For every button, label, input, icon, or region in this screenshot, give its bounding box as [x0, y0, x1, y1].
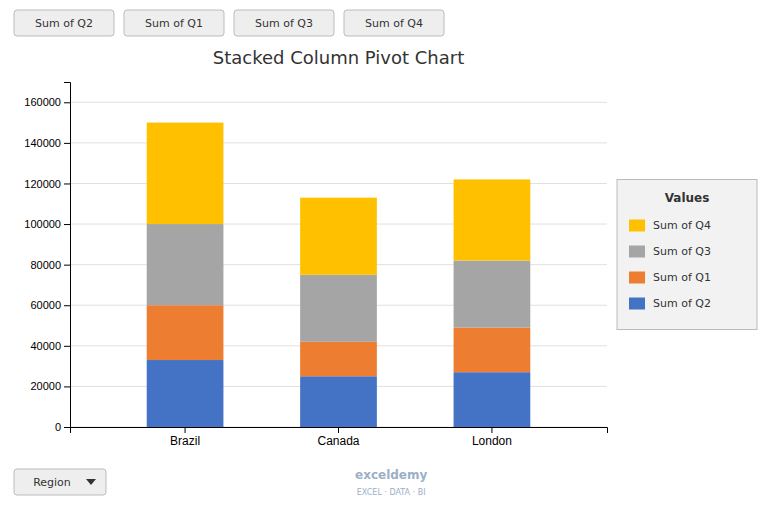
legend-box	[617, 180, 757, 330]
bar-segment	[300, 376, 377, 427]
y-tick-label: 120000	[24, 177, 61, 189]
filter-button[interactable]: Sum of Q4	[344, 10, 444, 36]
dropdown-arrow[interactable]	[86, 479, 96, 485]
filter-button-label[interactable]: Sum of Q3	[255, 17, 313, 30]
legend: Values Sum of Q4 Sum of Q3 Sum of Q1 Sum of …	[617, 180, 757, 330]
filter-button-box[interactable]	[124, 10, 224, 36]
y-tick: 140000	[24, 137, 70, 149]
bar-segment	[147, 224, 224, 305]
bars	[147, 123, 531, 427]
filter-button-label[interactable]: Sum of Q2	[35, 17, 93, 30]
x-tick: Canada	[317, 427, 359, 448]
legend-swatch	[629, 272, 645, 284]
legend-item: Sum of Q2	[629, 297, 711, 310]
filter-button-label[interactable]: Sum of Q4	[365, 17, 423, 30]
grid-line	[70, 102, 607, 103]
filter-button-box[interactable]	[234, 10, 334, 36]
y-tick-label: 160000	[24, 96, 61, 108]
y-tick: 100000	[24, 218, 70, 230]
bar-segment	[300, 275, 377, 342]
y-axis-line	[64, 83, 71, 428]
grid	[70, 102, 607, 427]
chart: Sum of Q2 Sum of Q1 Sum of Q3 Sum of Q4 Stac…	[0, 0, 767, 505]
y-tick-label: 60000	[30, 299, 61, 311]
series	[147, 123, 531, 275]
y-tick: 120000	[24, 177, 70, 189]
x-axis: Brazil Canada London	[71, 427, 608, 448]
legend-label: Sum of Q1	[653, 271, 711, 284]
bar-segment	[454, 372, 531, 427]
legend-item: Sum of Q4	[629, 219, 711, 232]
bar-segment	[300, 342, 377, 377]
title: Stacked Column Pivot Chart	[213, 47, 464, 68]
legend-label: Sum of Q4	[653, 219, 711, 232]
filter-button-box[interactable]	[344, 10, 444, 36]
x-tick-label: Canada	[317, 434, 359, 448]
filter-button[interactable]: Sum of Q3	[234, 10, 334, 36]
legend-label: Sum of Q3	[653, 245, 711, 258]
bar-segment	[147, 360, 224, 427]
region-button-box[interactable]	[14, 469, 106, 495]
legend-swatch	[629, 246, 645, 258]
region-button[interactable]: Region	[14, 469, 106, 495]
legend-title: Values	[665, 191, 710, 205]
y-tick-label: 140000	[24, 137, 61, 149]
y-tick-label: 20000	[30, 380, 61, 392]
filter-button-label[interactable]: Sum of Q1	[145, 17, 203, 30]
bar-segment	[454, 328, 531, 373]
x-tick: London	[472, 427, 512, 448]
filter-buttons: Sum of Q2 Sum of Q1 Sum of Q3 Sum of Q4	[14, 10, 444, 36]
y-tick-label: 0	[55, 421, 61, 433]
y-tick-mark	[64, 386, 70, 387]
bar-segment	[300, 198, 377, 275]
y-tick-mark	[64, 427, 70, 428]
x-tick-mark	[338, 427, 339, 433]
y-tick-label: 40000	[30, 340, 61, 352]
x-tick-label: London	[472, 434, 512, 448]
legend-swatch	[629, 220, 645, 232]
x-tick-mark	[185, 427, 186, 433]
watermark-subtitle: EXCEL · DATA · BI	[357, 488, 426, 497]
y-tick: 20000	[30, 380, 70, 392]
y-tick-mark	[64, 265, 70, 266]
y-tick-mark	[64, 102, 70, 103]
y-tick-label: 80000	[30, 259, 61, 271]
legend-item: Sum of Q3	[629, 245, 711, 258]
y-axis: 0 20000 40000 60000 80000 100000 120000 140000 1…	[24, 83, 70, 434]
legend-label: Sum of Q2	[653, 297, 711, 310]
y-tick: 0	[55, 421, 70, 433]
y-tick: 60000	[30, 299, 70, 311]
bar-segment	[147, 123, 224, 224]
x-tick-mark	[491, 427, 492, 433]
y-tick: 80000	[30, 259, 70, 271]
y-tick: 40000	[30, 340, 70, 352]
y-tick-mark	[64, 183, 70, 184]
bar-segment	[454, 179, 531, 260]
y-tick: 160000	[24, 96, 70, 108]
watermark: exceldemy	[355, 468, 427, 482]
filter-button-box[interactable]	[14, 10, 114, 36]
plot: 0 20000 40000 60000 80000 100000 120000 140000 1…	[24, 83, 607, 448]
y-tick-label: 100000	[24, 218, 61, 230]
x-tick: Brazil	[170, 427, 200, 448]
bar-segment	[454, 261, 531, 328]
y-tick-mark	[64, 346, 70, 347]
y-tick-mark	[64, 224, 70, 225]
region-button-label[interactable]: Region	[33, 476, 71, 489]
filter-button[interactable]: Sum of Q1	[124, 10, 224, 36]
legend-swatch	[629, 298, 645, 310]
bar-segment	[147, 305, 224, 360]
x-tick-label: Brazil	[170, 434, 200, 448]
y-tick-mark	[64, 143, 70, 144]
x-axis-line	[71, 428, 608, 434]
legend-item: Sum of Q1	[629, 271, 711, 284]
y-tick-mark	[64, 305, 70, 306]
filter-button[interactable]: Sum of Q2	[14, 10, 114, 36]
